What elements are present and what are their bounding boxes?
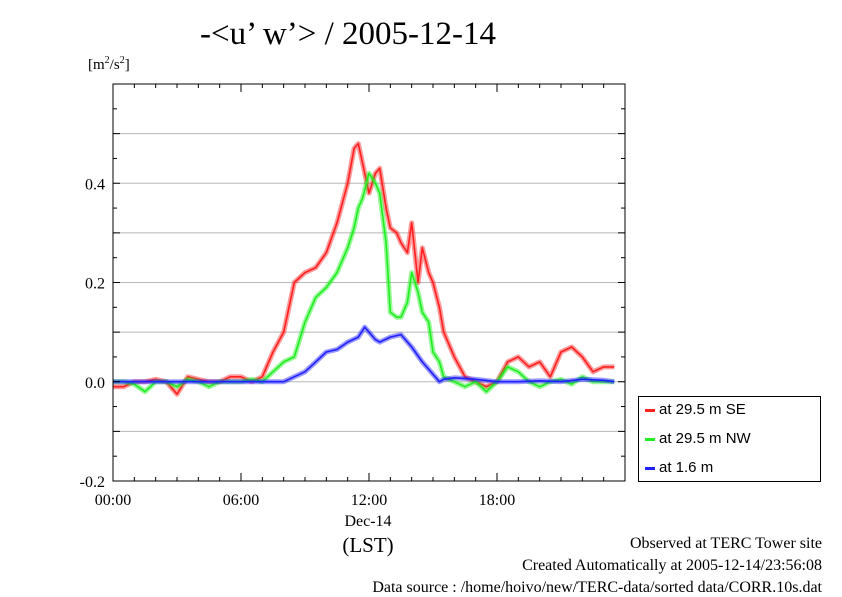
series-line-2: [113, 326, 615, 383]
legend-label-se: at 29.5 m SE: [659, 401, 746, 418]
legend-item-nw: at 29.5 m NW: [645, 430, 751, 447]
footer-observed: Observed at TERC Tower site: [629, 535, 822, 552]
unit-part-1: [m: [88, 57, 105, 73]
unit-part-2: /s: [109, 57, 120, 73]
legend: at 29.5 m SE at 29.5 m NW at 1.6 m: [638, 396, 821, 482]
series-halo-2: [113, 324, 615, 385]
y-tick-label: 0.0: [85, 375, 105, 392]
legend-marker-1-6m: [645, 466, 655, 470]
series-line-0: [113, 142, 615, 396]
chart-title: -<u’ w’> / 2005-12-14: [200, 16, 496, 52]
footer-source: Data source : /home/hoivo/new/TERC-data/…: [372, 579, 822, 596]
legend-marker-nw: [645, 437, 655, 441]
legend-marker-se: [645, 408, 655, 412]
series-halo-0: [113, 141, 615, 397]
unit-sup-1: 2: [104, 55, 110, 66]
series-line-1: [113, 172, 615, 393]
tick-layer: -0.2 0.0 0.2 0.4 00:00 06:00 12:00 18:00: [80, 83, 626, 509]
unit-sup-2: 2: [119, 55, 125, 66]
y-tick-label: 0.2: [85, 276, 105, 293]
legend-item-1-6m: at 1.6 m: [645, 459, 713, 476]
x-tick-label: 18:00: [479, 492, 515, 509]
x-axis-date-label: Dec-14: [344, 513, 392, 530]
y-tick-label: -0.2: [80, 474, 105, 491]
legend-label-1-6m: at 1.6 m: [659, 459, 714, 476]
unit-part-3: ]: [124, 57, 130, 73]
x-axis-label: (LST): [342, 533, 394, 557]
series-layer: [113, 141, 615, 397]
x-tick-label: 06:00: [223, 492, 259, 509]
y-axis-unit: [m2/s2]: [88, 55, 130, 74]
x-tick-label: 00:00: [95, 492, 131, 509]
footer-created: Created Automatically at 2005-12-14/23:5…: [522, 557, 822, 574]
legend-label-nw: at 29.5 m NW: [659, 430, 751, 447]
x-tick-label: 12:00: [351, 492, 387, 509]
y-tick-label: 0.4: [85, 176, 105, 193]
legend-item-se: at 29.5 m SE: [645, 401, 746, 418]
